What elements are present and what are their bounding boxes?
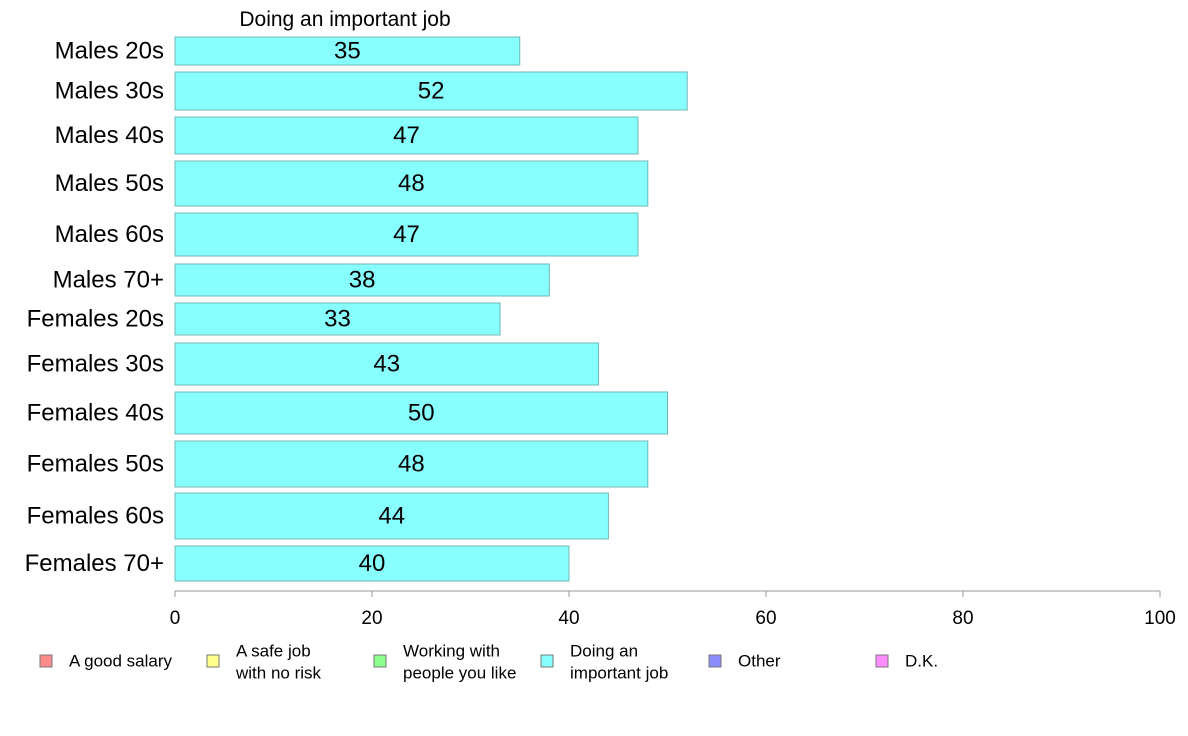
bars-group: Males 20s 35 Males 30s 52 Males 40s 47 Males 5…: [25, 36, 688, 582]
legend-swatch: [206, 654, 220, 668]
bar-value-label: 44: [378, 503, 405, 530]
legend-swatch: [540, 654, 554, 668]
category-label: Males 50s: [55, 170, 164, 197]
bar-value-label: 47: [393, 221, 420, 248]
legend-label: people you like: [403, 664, 516, 683]
legend-label: Other: [738, 652, 781, 671]
legend-label: A safe job: [236, 642, 311, 661]
legend-swatch: [708, 654, 722, 668]
bar-value-label: 48: [398, 170, 425, 197]
bar: [174, 545, 570, 582]
bar: [174, 116, 639, 155]
category-label: Males 30s: [55, 78, 164, 105]
legend-label: Working with: [403, 642, 500, 661]
bar-value-label: 43: [373, 351, 400, 378]
category-label: Males 20s: [55, 38, 164, 65]
bar-value-label: 35: [334, 38, 361, 65]
category-label: Females 70+: [25, 550, 164, 577]
bar-value-label: 47: [393, 122, 420, 149]
bar: [174, 212, 639, 257]
category-label: Males 70+: [53, 267, 164, 294]
bar: [174, 342, 600, 386]
bar: [174, 492, 609, 540]
category-label: Females 30s: [27, 351, 164, 378]
category-label: Males 60s: [55, 221, 164, 248]
x-tick-label: 60: [755, 608, 776, 629]
x-tick-label: 80: [952, 608, 973, 629]
bar-value-label: 38: [349, 267, 376, 294]
bar: [174, 160, 649, 207]
bar: [174, 263, 550, 297]
legend-label: D.K.: [905, 652, 938, 671]
bar-value-label: 33: [324, 306, 351, 333]
legend-label: with no risk: [235, 664, 322, 683]
bar-value-label: 52: [418, 78, 445, 105]
bar-value-label: 50: [408, 400, 435, 427]
legend-swatch: [875, 654, 889, 668]
bar-value-label: 48: [398, 451, 425, 478]
legend-label: Doing an: [570, 642, 638, 661]
x-tick-label: 40: [558, 608, 579, 629]
bar: [174, 391, 668, 435]
bar: [174, 71, 688, 111]
legend-swatch: [39, 654, 53, 668]
bar-value-label: 40: [359, 550, 386, 577]
legend-swatch: [373, 654, 387, 668]
x-axis: 0 20 40 60 80 100: [170, 590, 1176, 629]
category-label: Females 60s: [27, 503, 164, 530]
x-tick-label: 100: [1144, 608, 1176, 629]
legend-label: A good salary: [69, 652, 173, 671]
bar: [174, 440, 649, 488]
category-label: Females 20s: [27, 306, 164, 333]
x-tick-label: 0: [170, 608, 181, 629]
category-label: Males 40s: [55, 122, 164, 149]
chart-title: Doing an important job: [239, 8, 450, 31]
bar: [174, 36, 521, 66]
legend-label: important job: [570, 664, 668, 683]
bar: [174, 302, 501, 336]
legend: A good salary A safe job with no risk Worki…: [39, 642, 938, 683]
category-label: Females 40s: [27, 400, 164, 427]
x-tick-label: 20: [361, 608, 382, 629]
category-label: Females 50s: [27, 451, 164, 478]
